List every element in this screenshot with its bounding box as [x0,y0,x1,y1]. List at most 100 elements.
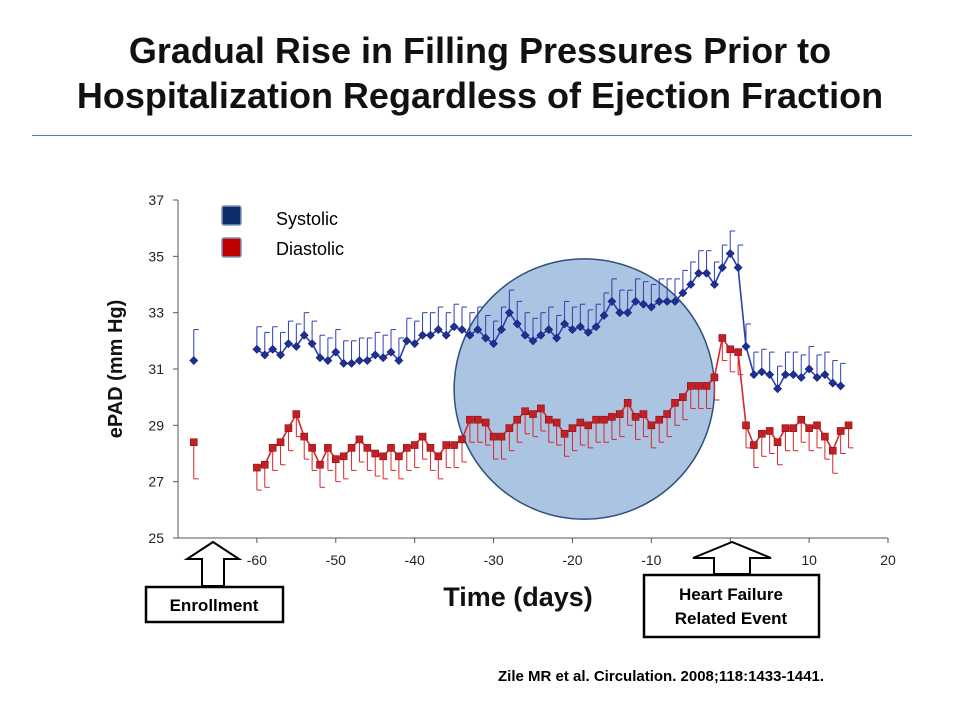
systolic-point [773,384,782,394]
y-tick-label: 27 [148,474,164,490]
diastolic-point [702,382,711,390]
diastolic-point [442,441,451,449]
systolic-point [370,350,380,360]
diastolic-point [308,444,316,452]
systolic-point [733,263,743,273]
systolic-point [623,308,633,318]
systolic-point [591,322,601,332]
diastolic-point [726,345,735,354]
diastolic-point [844,421,853,430]
heart-failure-callout-line-1: Heart Failure [679,585,783,604]
systolic-point [725,249,735,258]
axes-layer: 25272931333537-60-50-40-30-20-1001020Tim… [105,192,896,612]
systolic-point [276,350,285,360]
diastolic-point [686,382,695,390]
diastolic-point [568,424,577,432]
diastolic-point [497,432,506,441]
citation: Zile MR et al. Circulation. 2008;118:143… [498,668,824,685]
diastolic-point [260,460,269,469]
diastolic-point [584,421,593,430]
diastolic-point [300,432,309,441]
diastolic-point [836,427,845,435]
diastolic-point [379,452,387,461]
x-tick-label: -40 [405,552,425,568]
systolic-point [299,330,309,340]
title-divider [32,135,912,136]
systolic-point [741,342,751,351]
x-tick-label: -60 [247,552,267,568]
systolic-point [252,344,262,354]
diastolic-point [765,427,774,435]
diastolic-point [466,415,474,424]
systolic-point [260,350,270,360]
diastolic-point [284,424,293,432]
systolic-point [520,330,530,340]
systolic-point [607,296,617,306]
y-tick-label: 35 [148,248,164,264]
systolic-point [599,311,609,320]
diastolic-point [276,438,285,447]
diastolic-point [521,407,529,416]
diastolic-series [189,334,854,491]
systolic-point [812,373,822,382]
systolic-series [189,230,846,394]
diastolic-point [608,413,616,421]
diastolic-point [773,438,782,447]
systolic-point [362,356,372,365]
systolic-point [678,288,688,298]
diastolic-point [331,455,340,463]
systolic-point [339,358,349,368]
diastolic-point [710,373,719,382]
y-tick-label: 25 [148,530,164,546]
x-tick-label: -10 [641,552,661,568]
systolic-point [418,330,427,340]
y-tick-label: 37 [148,192,164,208]
systolic-point [315,353,325,363]
diastolic-point [576,418,585,427]
systolic-point [307,339,317,349]
systolic-point [781,370,790,380]
diastolic-point [473,415,482,424]
systolic-point [497,325,506,334]
diastolic-point [655,415,664,424]
diastolic-point [631,413,640,421]
heart-failure-callout-line-2: Related Event [675,609,788,628]
enrollment-callout-box [144,585,285,624]
systolic-point [757,367,767,377]
diastolic-point [268,444,277,452]
diastolic-point [560,429,569,438]
enrollment-callout-arrow [183,540,243,587]
diastolic-point [505,424,514,432]
diastolic-point [742,421,750,430]
diastolic-point [592,415,600,424]
systolic-point [291,342,301,351]
diastolic-point [828,446,837,455]
systolic-point [749,370,759,380]
systolic-point [378,353,388,363]
legend-swatch-systolic [221,205,242,226]
diastolic-point [347,444,356,452]
systolic-point [426,330,435,340]
systolic-point [410,339,420,349]
systolic-point [631,296,640,306]
systolic-point [560,319,569,329]
systolic-point [355,356,364,365]
diastolic-point [402,444,411,452]
diastolic-point [797,415,806,424]
diastolic-point [426,444,435,452]
diastolic-point [718,334,727,342]
x-tick-label: -30 [483,552,503,568]
systolic-point [702,268,711,278]
systolic-point [575,322,585,332]
legend-label-diastolic: Diastolic [276,239,344,259]
x-tick-label: 10 [801,552,817,568]
x-tick-label: 20 [880,552,896,568]
diastolic-point [639,410,648,418]
diastolic-point [600,415,608,424]
y-tick-label: 29 [148,417,164,433]
diastolic-point [663,410,671,418]
systolic-point [694,268,704,278]
systolic-point [386,347,396,357]
systolic-point [189,356,199,365]
heart-failure-callout-arrow [692,540,772,575]
